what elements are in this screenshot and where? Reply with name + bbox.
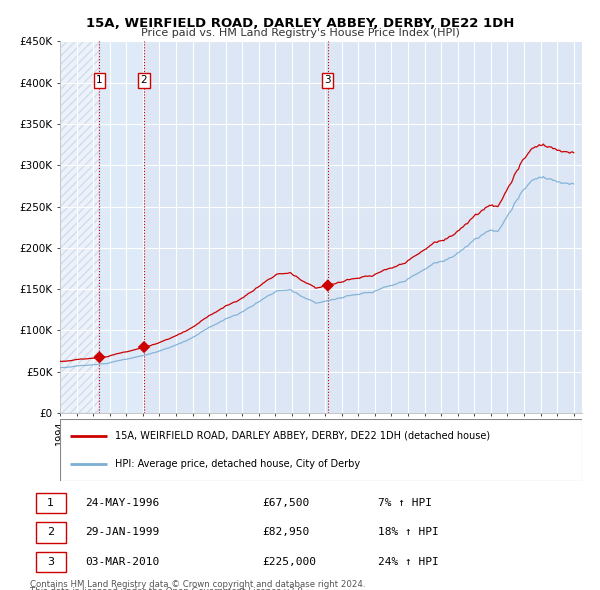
Text: £67,500: £67,500: [262, 498, 309, 508]
Bar: [60, 41, 100, 413]
Text: 24% ↑ HPI: 24% ↑ HPI: [378, 557, 439, 567]
Text: £82,950: £82,950: [262, 527, 309, 537]
Text: 18% ↑ HPI: 18% ↑ HPI: [378, 527, 439, 537]
Text: £225,000: £225,000: [262, 557, 316, 567]
Text: Price paid vs. HM Land Registry's House Price Index (HPI): Price paid vs. HM Land Registry's House …: [140, 28, 460, 38]
Text: 1: 1: [47, 498, 54, 508]
Text: 2: 2: [141, 76, 148, 86]
Text: 2: 2: [47, 527, 54, 537]
Text: 3: 3: [47, 557, 54, 567]
FancyBboxPatch shape: [35, 522, 66, 543]
Text: 03-MAR-2010: 03-MAR-2010: [85, 557, 160, 567]
Text: 3: 3: [325, 76, 331, 86]
Text: 7% ↑ HPI: 7% ↑ HPI: [378, 498, 432, 508]
Text: Contains HM Land Registry data © Crown copyright and database right 2024.: Contains HM Land Registry data © Crown c…: [30, 580, 365, 589]
FancyBboxPatch shape: [60, 419, 582, 481]
FancyBboxPatch shape: [35, 552, 66, 572]
Text: HPI: Average price, detached house, City of Derby: HPI: Average price, detached house, City…: [115, 459, 360, 469]
Bar: [100, 41, 144, 413]
Text: 15A, WEIRFIELD ROAD, DARLEY ABBEY, DERBY, DE22 1DH (detached house): 15A, WEIRFIELD ROAD, DARLEY ABBEY, DERBY…: [115, 431, 490, 441]
Text: 24-MAY-1996: 24-MAY-1996: [85, 498, 160, 508]
FancyBboxPatch shape: [35, 493, 66, 513]
Text: 15A, WEIRFIELD ROAD, DARLEY ABBEY, DERBY, DE22 1DH: 15A, WEIRFIELD ROAD, DARLEY ABBEY, DERBY…: [86, 17, 514, 30]
Text: This data is licensed under the Open Government Licence v3.0.: This data is licensed under the Open Gov…: [30, 587, 305, 590]
Point: [139, 342, 149, 352]
Point: [323, 281, 332, 290]
Point: [95, 353, 104, 362]
Text: 1: 1: [96, 76, 103, 86]
Text: 29-JAN-1999: 29-JAN-1999: [85, 527, 160, 537]
